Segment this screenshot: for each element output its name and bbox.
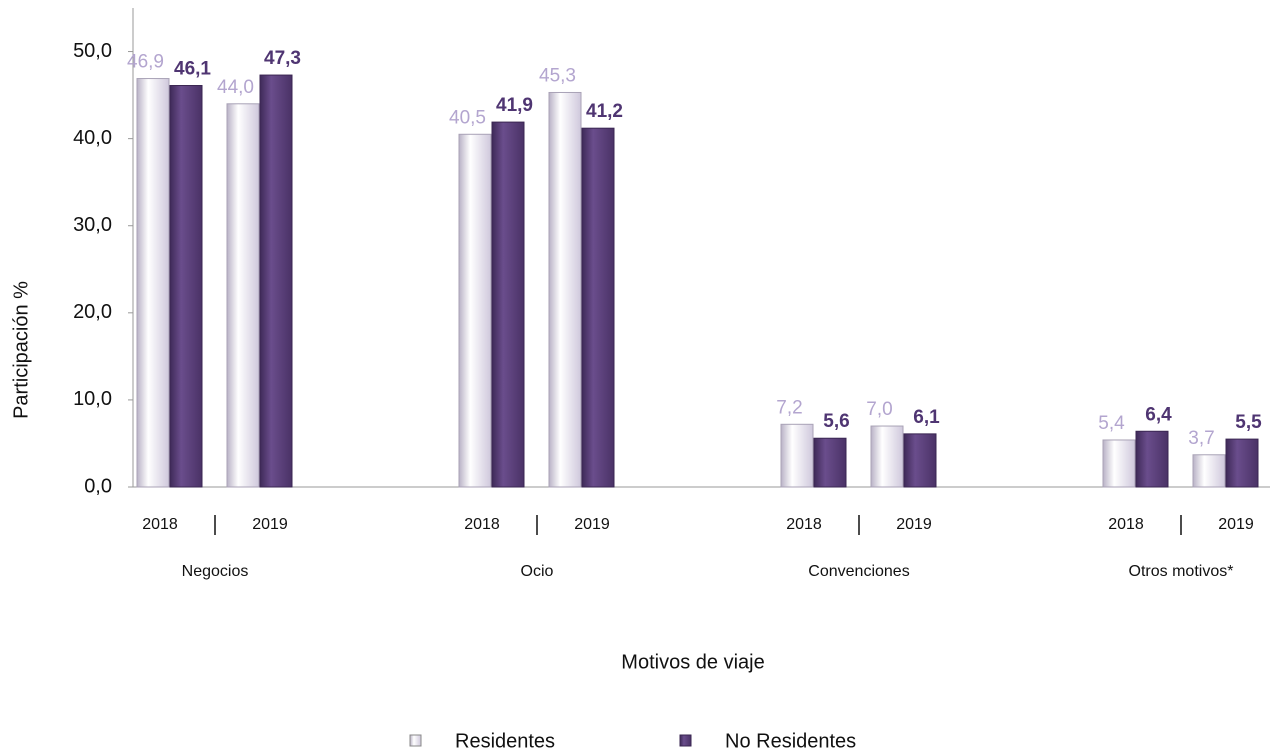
legend-marker bbox=[679, 734, 692, 747]
value-label: 5,5 bbox=[1235, 412, 1262, 433]
bar bbox=[1135, 430, 1169, 488]
value-label: 45,3 bbox=[539, 65, 576, 86]
bar bbox=[903, 433, 937, 488]
bar bbox=[870, 425, 904, 488]
bar bbox=[581, 127, 615, 488]
bar bbox=[259, 74, 293, 488]
x-axis-label: Motivos de viaje bbox=[621, 651, 764, 673]
bar bbox=[491, 121, 525, 488]
y-tick-label: 30,0 bbox=[73, 214, 112, 236]
value-label: 7,0 bbox=[866, 399, 892, 420]
value-label: 40,5 bbox=[449, 107, 486, 128]
value-label: 6,4 bbox=[1145, 404, 1172, 425]
bar bbox=[226, 103, 260, 488]
y-tick-label: 10,0 bbox=[73, 388, 112, 410]
x-tick-label: 2018 bbox=[464, 516, 500, 533]
bar bbox=[813, 437, 847, 488]
value-label: 41,9 bbox=[496, 95, 533, 116]
y-tick-label: 20,0 bbox=[73, 301, 112, 323]
value-label: 46,9 bbox=[127, 52, 164, 73]
value-label: 5,4 bbox=[1098, 413, 1125, 434]
bar bbox=[780, 423, 814, 488]
value-label: 7,2 bbox=[776, 397, 802, 418]
x-tick-label: 2018 bbox=[1108, 516, 1144, 533]
value-label: 44,0 bbox=[217, 77, 254, 98]
x-tick-label: 2019 bbox=[252, 516, 288, 533]
group-label: Ocio bbox=[521, 563, 554, 580]
y-tick-label: 0,0 bbox=[84, 475, 112, 497]
group-label: Otros motivos* bbox=[1129, 563, 1234, 580]
y-tick-label: 40,0 bbox=[73, 127, 112, 149]
x-tick-label: 2018 bbox=[786, 516, 822, 533]
x-tick-label: 2019 bbox=[1218, 516, 1254, 533]
x-tick-label: 2019 bbox=[896, 516, 932, 533]
bar bbox=[136, 78, 170, 488]
legend-marker bbox=[409, 734, 422, 747]
bar bbox=[548, 91, 582, 488]
value-label: 3,7 bbox=[1188, 428, 1214, 449]
value-label: 41,2 bbox=[586, 101, 623, 122]
value-label: 5,6 bbox=[823, 411, 849, 432]
x-tick-label: 2018 bbox=[142, 516, 178, 533]
group-label: Convenciones bbox=[808, 563, 909, 580]
bar bbox=[1192, 454, 1226, 488]
bar bbox=[458, 133, 492, 488]
bar bbox=[1102, 439, 1136, 488]
legend-label: Residentes bbox=[455, 730, 555, 752]
value-label: 47,3 bbox=[264, 48, 301, 69]
x-tick-label: 2019 bbox=[574, 516, 610, 533]
bar bbox=[169, 85, 203, 488]
value-label: 46,1 bbox=[174, 59, 211, 80]
group-label: Negocios bbox=[182, 563, 249, 580]
y-tick-label: 50,0 bbox=[73, 40, 112, 62]
bar bbox=[1225, 438, 1259, 488]
y-axis-label: Participación % bbox=[10, 281, 32, 419]
legend-label: No Residentes bbox=[725, 730, 856, 752]
value-label: 6,1 bbox=[913, 407, 940, 428]
